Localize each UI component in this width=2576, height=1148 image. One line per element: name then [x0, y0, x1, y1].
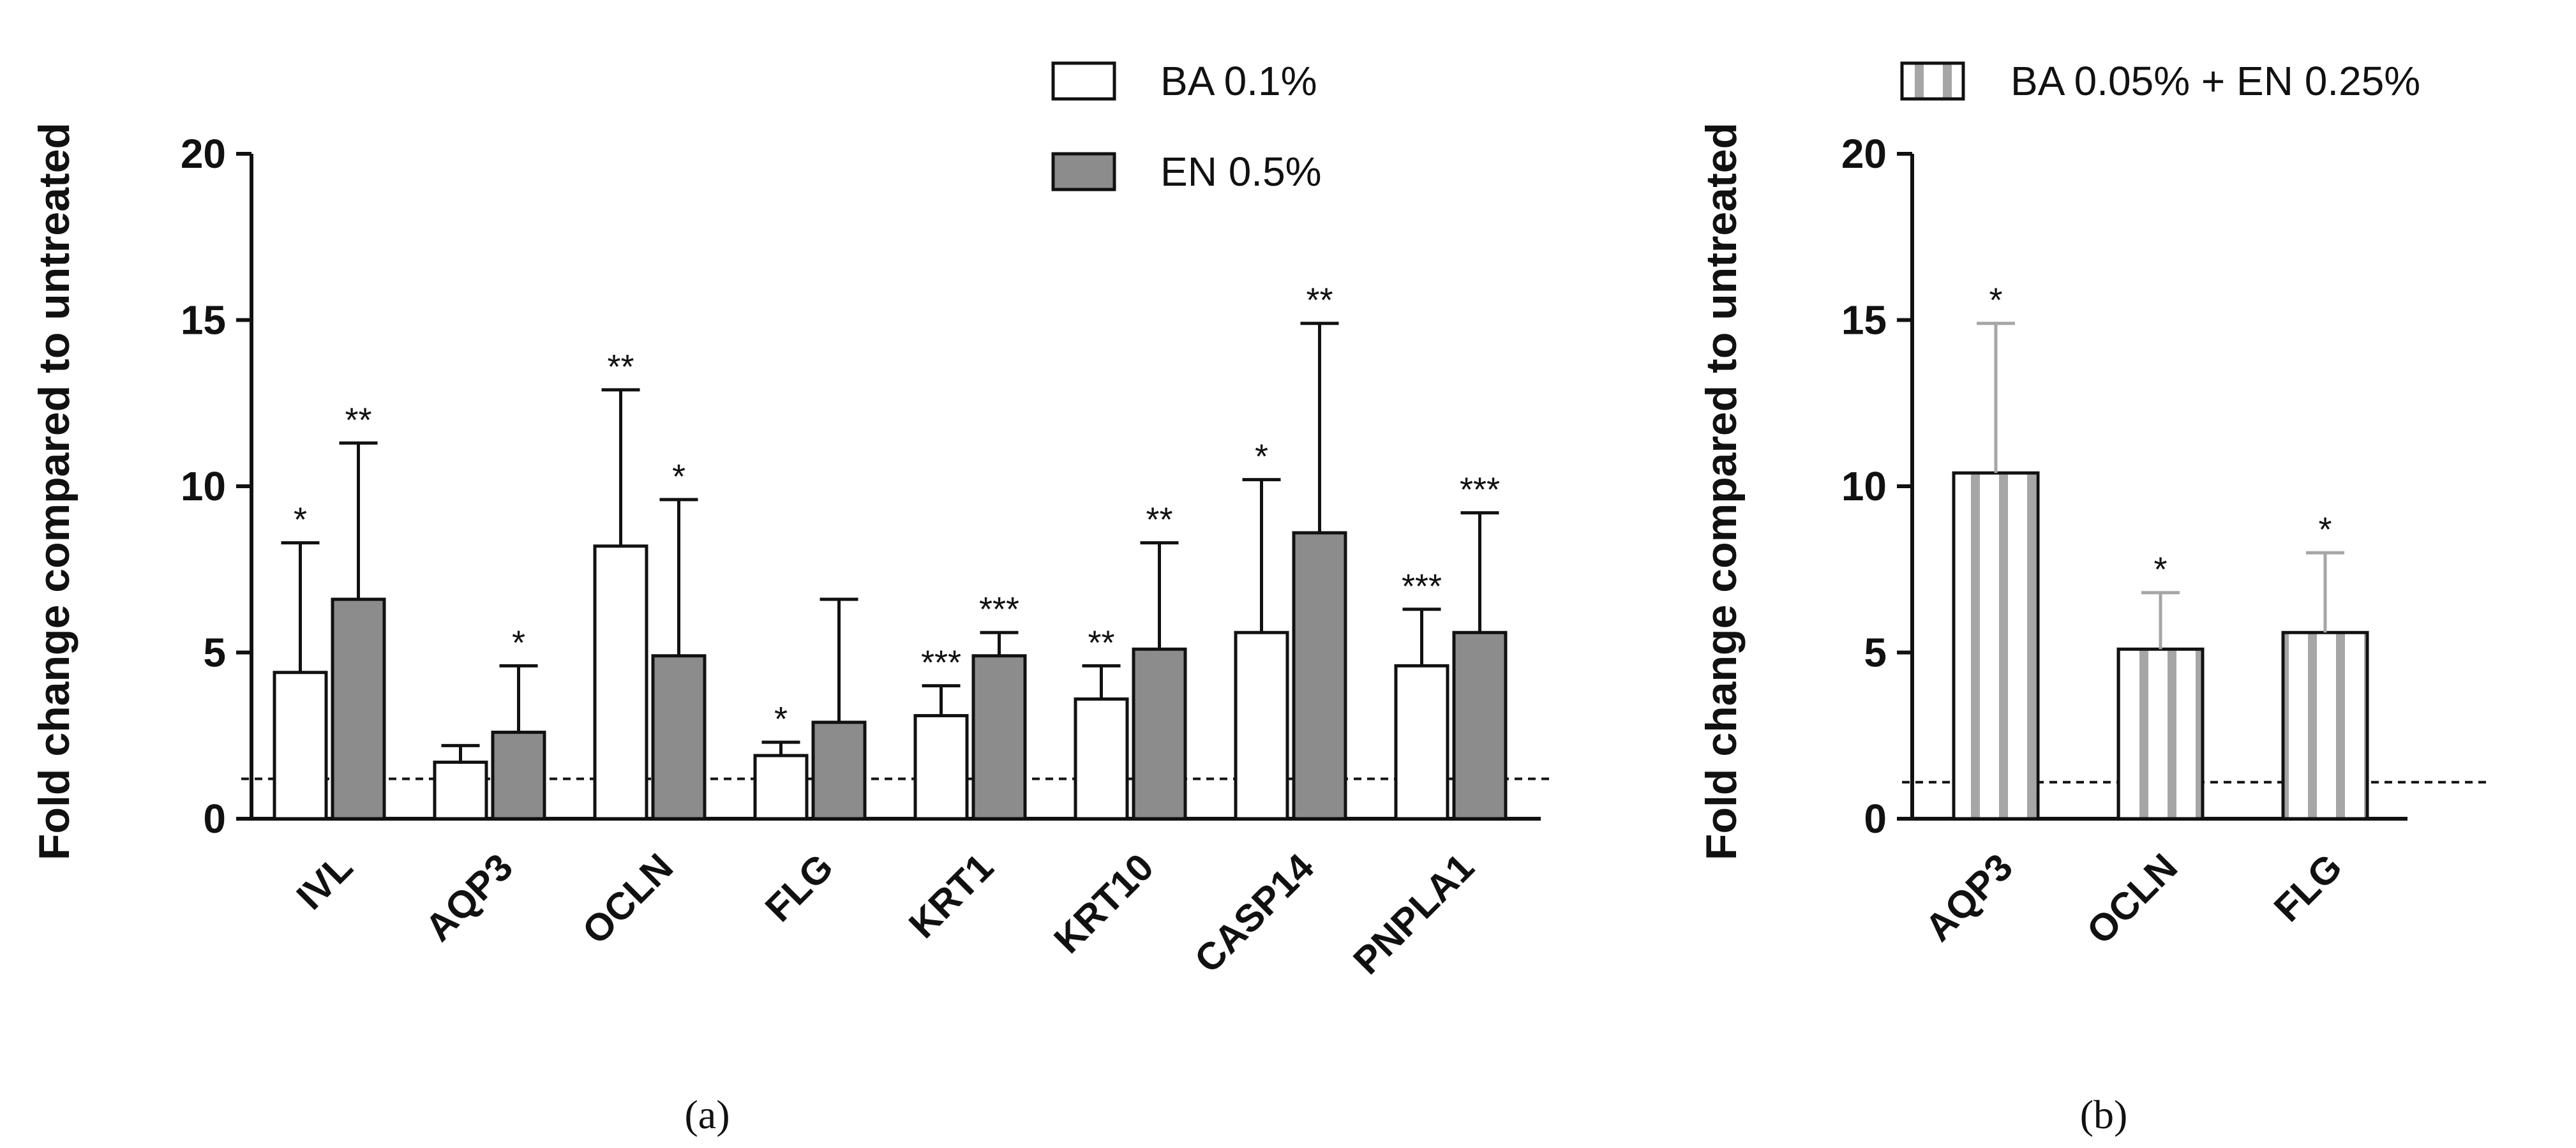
legend-label-en: EN 0.5%: [1160, 149, 1322, 195]
significance-label: **: [1088, 623, 1114, 662]
y-tick-label: 15: [1841, 297, 1887, 343]
bar-pnpla1-en-0-5: [1452, 630, 1508, 821]
bar-pnpla1-ba-0-1: [1394, 664, 1449, 821]
significance-label: ***: [979, 590, 1019, 629]
category-labels-b: AQP3 OCLN FLG: [1917, 846, 2350, 953]
x-tick-label: AQP3: [1917, 846, 2021, 950]
bar-casp14-en-0-5: [1292, 531, 1347, 821]
significance-label: *: [2318, 511, 2332, 549]
significance-label: **: [1306, 281, 1333, 320]
significance-label: *: [1989, 281, 2002, 320]
significance-label: **: [1146, 501, 1172, 539]
y-tick-label: 10: [1841, 463, 1887, 509]
x-tick-label: PNPLA1: [1345, 846, 1482, 983]
y-tick-label: 10: [181, 463, 226, 509]
significance-label: ***: [921, 644, 961, 682]
x-tick-label: AQP3: [417, 846, 521, 950]
bar-flg-ba-0-1: [753, 754, 809, 821]
panel-label-b: (b): [2080, 1092, 2128, 1137]
legend-swatch-en: [1051, 152, 1116, 191]
significance-label: *: [512, 623, 525, 662]
bar-ocln-en-0-5: [651, 654, 707, 821]
bar-flg-ba-0-05-en-0-25: [2281, 630, 2369, 821]
significance-label: **: [607, 348, 634, 386]
significance-label: **: [345, 401, 371, 439]
legend-swatch-combo: [1900, 61, 1965, 101]
legend-a: BA 0.1% EN 0.5%: [1051, 58, 1322, 195]
legend-b: BA 0.05% + EN 0.25%: [1900, 58, 2420, 104]
bar-ivl-ba-0-1: [273, 671, 328, 821]
bar-ivl-en-0-5: [331, 597, 386, 821]
significance-label: ***: [1402, 567, 1442, 606]
significance-label: *: [672, 458, 685, 496]
bar-aqp3-ba-0-05-en-0-25: [1952, 471, 2040, 821]
x-tick-label: CASP14: [1187, 845, 1322, 981]
bar-flg-en-0-5: [811, 720, 867, 821]
significance-label: *: [294, 501, 307, 539]
x-tick-label: FLG: [2266, 846, 2350, 930]
y-tick-label: 15: [181, 297, 226, 343]
legend-label-ba: BA 0.1%: [1160, 58, 1317, 104]
bars-b: * * *: [1952, 281, 2369, 821]
y-axis-a: 0 5 10 15 20: [181, 131, 1555, 842]
x-tick-label: KRT1: [901, 846, 1001, 946]
y-tick-label: 0: [1864, 796, 1887, 842]
bar-ocln-ba-0-05-en-0-25: [2116, 647, 2205, 821]
bars-a: ***************************: [273, 281, 1508, 821]
x-tick-label: FLG: [757, 846, 841, 930]
y-tick-label: 5: [203, 630, 226, 676]
chart-panel-b: Fold change compared to untreated 0 5 10 15…: [1697, 58, 2489, 1137]
x-tick-label: KRT10: [1045, 846, 1162, 962]
y-axis-title-a: Fold change compared to untreated: [30, 123, 79, 860]
chart-panel-a: Fold change compared to untreated 0 5 10 15…: [30, 58, 1555, 1137]
legend-label-combo: BA 0.05% + EN 0.25%: [2011, 58, 2420, 104]
bar-krt1-ba-0-1: [913, 713, 969, 821]
bar-ocln-ba-0-1: [593, 544, 648, 821]
bar-aqp3-ba-0-1: [433, 760, 488, 821]
y-tick-label: 0: [203, 796, 226, 842]
bar-aqp3-en-0-5: [491, 731, 546, 821]
x-tick-label: OCLN: [574, 846, 682, 953]
significance-label: *: [1255, 438, 1268, 476]
bar-casp14-ba-0-1: [1234, 630, 1289, 821]
y-axis-title-b: Fold change compared to untreated: [1697, 123, 1746, 860]
y-tick-label: 20: [181, 131, 226, 177]
bar-krt10-ba-0-1: [1074, 697, 1129, 821]
category-labels-a: IVL AQP3 OCLN FLG KRT1 KRT10 CASP14 PNPLA1: [288, 845, 1482, 982]
significance-label: ***: [1460, 471, 1500, 509]
x-tick-label: OCLN: [2079, 846, 2186, 953]
panel-label-a: (a): [684, 1092, 730, 1137]
significance-label: *: [774, 700, 788, 738]
bar-krt10-en-0-5: [1132, 647, 1187, 821]
x-tick-label: IVL: [288, 846, 361, 918]
significance-label: *: [2153, 551, 2167, 589]
y-tick-label: 20: [1841, 131, 1887, 177]
legend-swatch-ba: [1051, 61, 1116, 101]
y-tick-label: 5: [1864, 630, 1887, 676]
bar-krt1-en-0-5: [971, 654, 1027, 821]
